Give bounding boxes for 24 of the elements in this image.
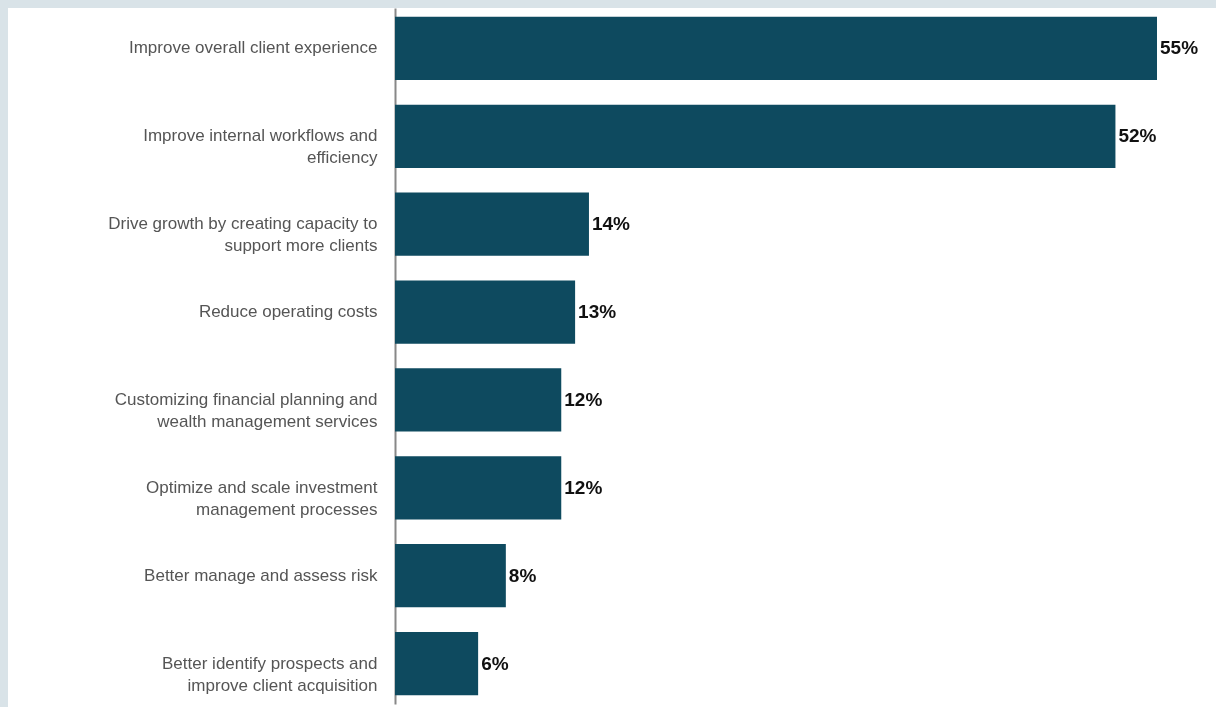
y-tick-label: Better identify prospects and improve client acquisition [162,653,378,695]
y-tick-label: Better manage and assess risk [144,565,378,585]
bar [395,280,576,344]
y-tick-label: Improve overall client experience [128,38,378,58]
data-label: 52% [1118,125,1157,147]
bar [395,368,562,432]
data-label: 14% [591,213,631,235]
y-tick-label: Improve internal workflows and efficiency [143,126,378,168]
data-label: 55% [1160,37,1199,59]
data-label: 8% [508,564,537,586]
data-label: 13% [578,301,617,323]
data-label: 6% [481,652,509,674]
data-label: 12% [564,388,603,410]
data-label: 12% [564,476,603,498]
bar [395,456,562,520]
y-tick-label: Reduce operating costs [198,302,378,322]
bar [395,192,589,256]
bar [395,544,506,608]
bar [395,16,1157,81]
bar [395,104,1116,168]
y-tick-label: Drive growth by creating capacity to support more clients [108,214,378,256]
bar [395,631,479,696]
y-tick-label: Customizing financial planning and wealth management services [114,389,378,431]
y-tick-label: Optimize and scale investment management processes [146,477,378,519]
